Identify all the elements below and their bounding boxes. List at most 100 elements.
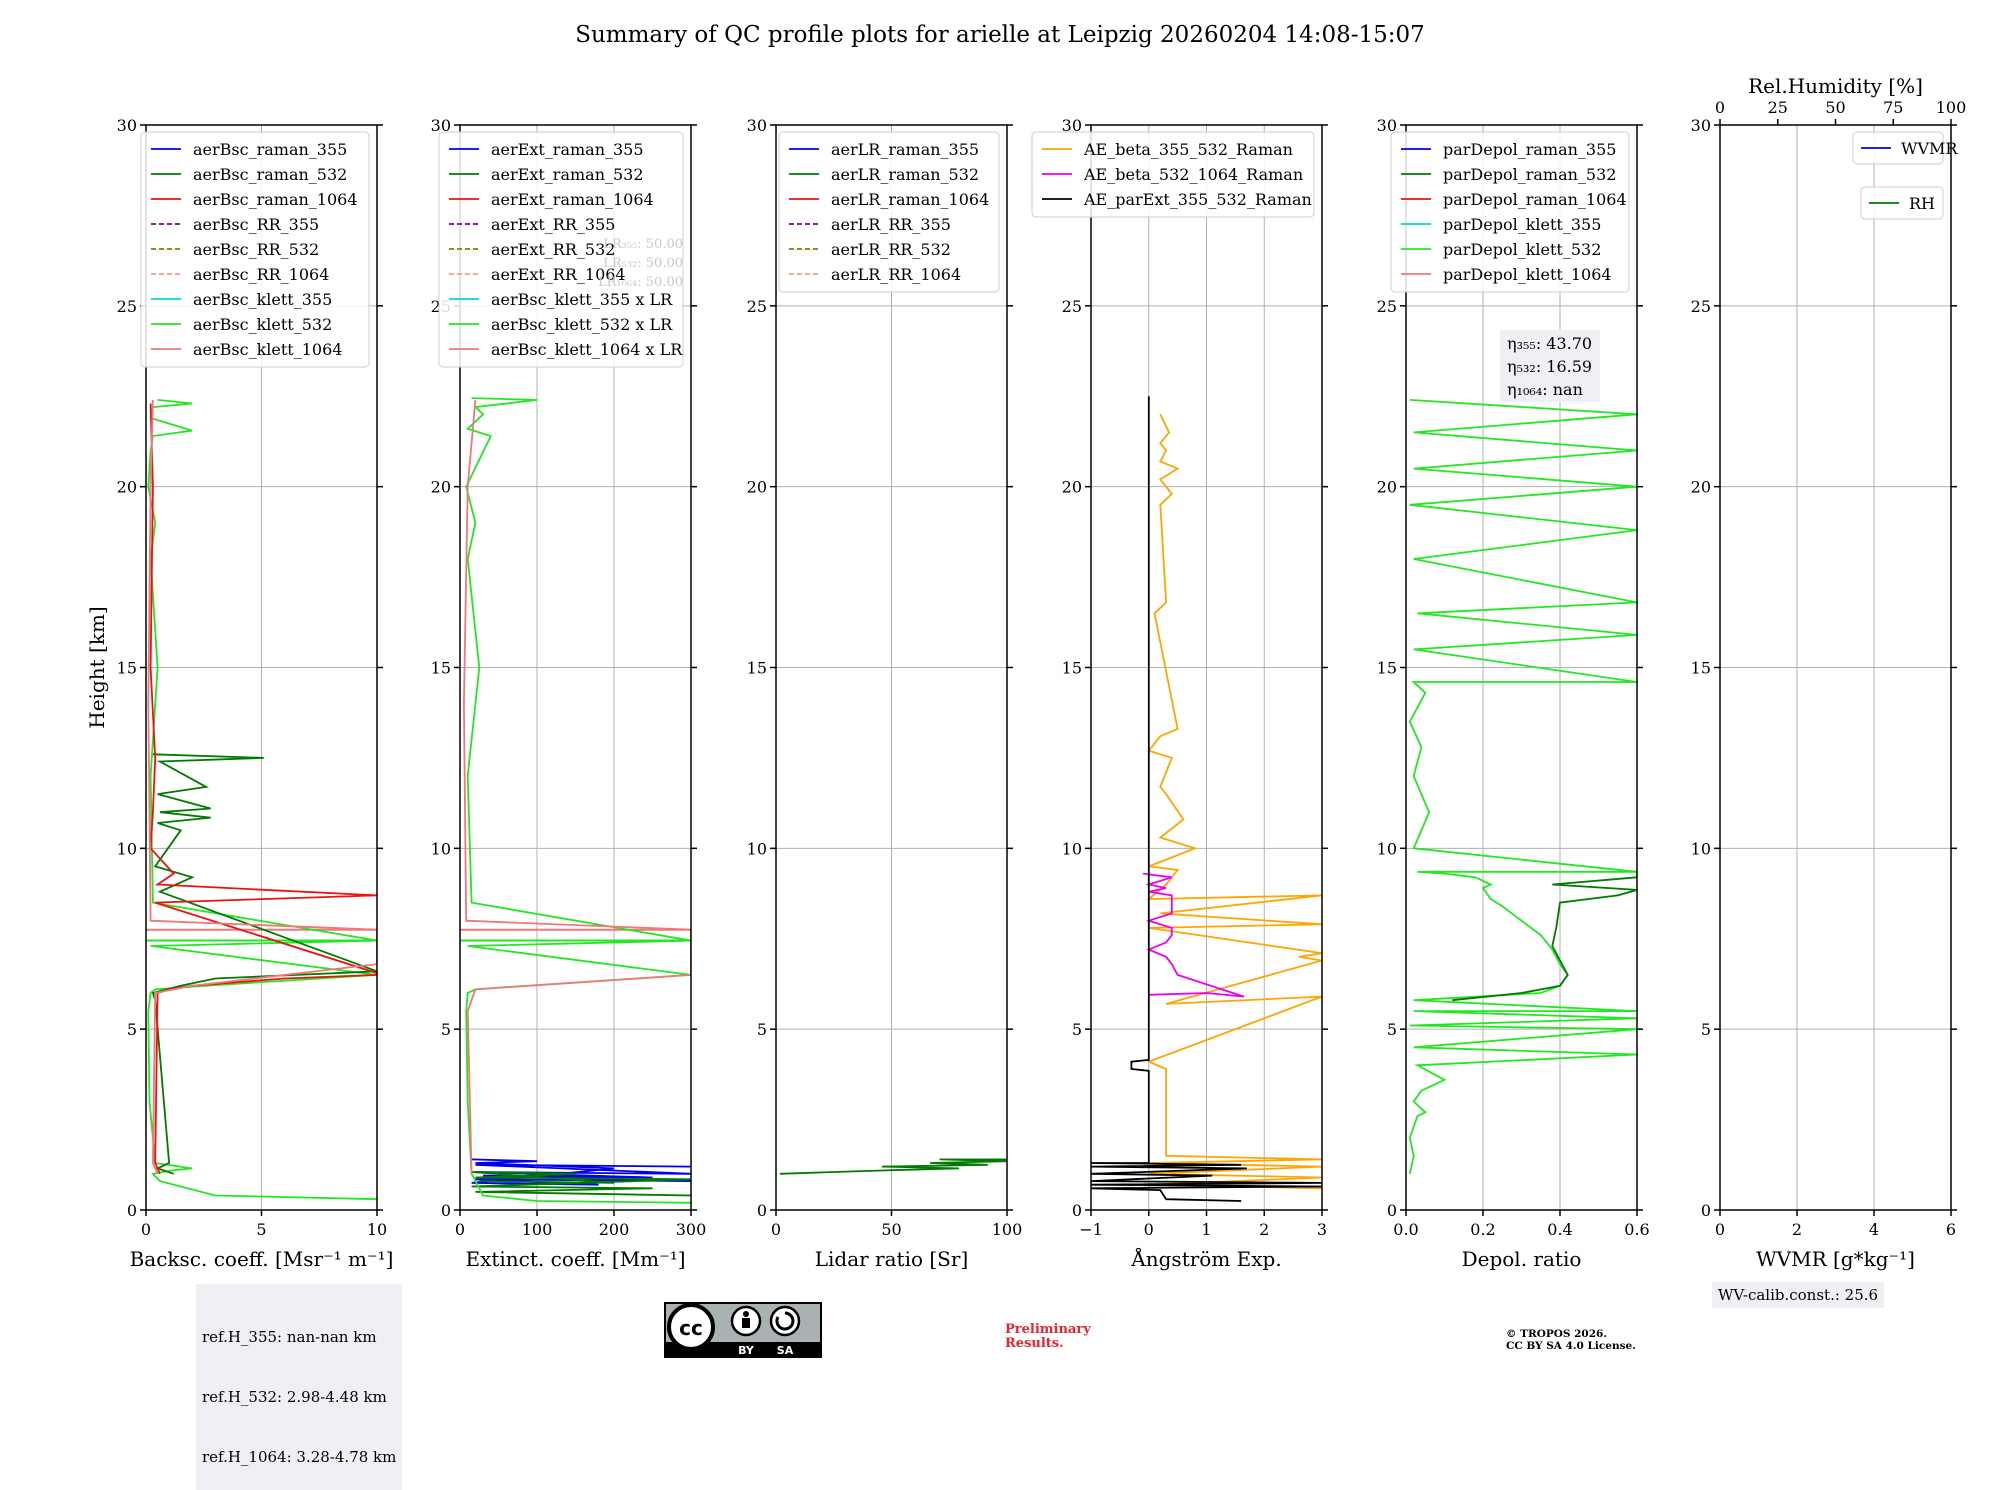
y-tick-label: 25 xyxy=(1062,297,1082,316)
x-axis-top-label: Rel.Humidity [%] xyxy=(1748,74,1923,98)
legend-label: AE_beta_355_532_Raman xyxy=(1083,140,1293,159)
legend-label: parDepol_raman_355 xyxy=(1443,140,1616,159)
y-tick-label: 20 xyxy=(747,478,767,497)
legend-label: aerExt_RR_1064 xyxy=(491,265,626,284)
y-tick-label: 30 xyxy=(747,116,767,135)
sa-icon xyxy=(769,1305,801,1337)
series-aerbsc-klett-532 xyxy=(147,399,377,1201)
panel-5: 0 5 10 15 20 25 30 0.0 0.2 0.4 0.6 Depol. ratio parD… xyxy=(1377,116,1650,1271)
data-area xyxy=(146,399,377,1201)
x-tick-label: 5 xyxy=(256,1220,266,1239)
series-aerlr-raman-532 xyxy=(779,1158,1007,1175)
y-tick-label: 20 xyxy=(1377,478,1397,497)
legend-label: aerLR_raman_1064 xyxy=(831,190,989,209)
x-tick-top-label: 25 xyxy=(1768,98,1788,117)
legend-label: aerExt_raman_355 xyxy=(491,140,644,159)
series-aerbsc-klett-532-x-lr xyxy=(465,397,691,1204)
y-tick-label: 15 xyxy=(747,659,767,678)
x-tick-label: 0.4 xyxy=(1547,1220,1572,1239)
y-tick-label: 20 xyxy=(1691,478,1711,497)
legend-label: parDepol_klett_532 xyxy=(1443,240,1601,259)
y-tick-label: 30 xyxy=(117,116,137,135)
legend-label: aerBsc_klett_1064 x LR xyxy=(491,340,683,359)
legend-label: aerBsc_raman_532 xyxy=(193,165,347,184)
series-aerbsc-raman-1064 xyxy=(149,403,377,1175)
cc-by-sa-badge: cc BY SA xyxy=(664,1302,822,1358)
x-tick-label: 0 xyxy=(455,1220,465,1239)
refh-532: ref.H_532: 2.98-4.48 km xyxy=(202,1388,387,1406)
x-tick-label: 100 xyxy=(522,1220,553,1239)
y-tick-label: 30 xyxy=(1062,116,1082,135)
lidar-ratio-annotation: LR₅₃₂: 50.00 xyxy=(603,256,683,271)
legend-label: aerBsc_klett_532 x LR xyxy=(491,315,673,334)
x-tick-label: 0.6 xyxy=(1624,1220,1649,1239)
x-tick-top-label: 50 xyxy=(1825,98,1845,117)
refh-1064: ref.H_1064: 3.28-4.78 km xyxy=(202,1448,397,1466)
x-axis-label: Depol. ratio xyxy=(1462,1247,1582,1271)
x-tick-label: 50 xyxy=(881,1220,901,1239)
x-tick-label: 0 xyxy=(771,1220,781,1239)
y-tick-label: 10 xyxy=(1691,839,1711,858)
y-tick-label: 10 xyxy=(117,839,137,858)
y-tick-label: 5 xyxy=(757,1020,767,1039)
by-label: BY xyxy=(738,1344,755,1357)
legend-label: aerBsc_RR_532 xyxy=(193,240,319,259)
y-tick-label: 25 xyxy=(1377,297,1397,316)
x-tick-label: 2 xyxy=(1792,1220,1802,1239)
y-tick-label: 0 xyxy=(1701,1201,1711,1220)
legend-label: aerBsc_klett_532 xyxy=(193,315,332,334)
refh-355: ref.H_355: nan-nan km xyxy=(202,1328,377,1346)
preliminary-results-note: Preliminary Results. xyxy=(1005,1322,1091,1351)
series-ae-beta-355-532-raman xyxy=(1146,413,1322,1190)
legend-label: AE_parExt_355_532_Raman xyxy=(1083,190,1312,209)
y-axis-label: Height [km] xyxy=(85,606,109,728)
y-tick-label: 20 xyxy=(117,478,137,497)
legend-label: aerExt_raman_1064 xyxy=(491,190,654,209)
eta-annotation: η₅₃₂: 16.59 xyxy=(1507,357,1592,376)
panel-1: 0 5 10 15 20 25 30 0 5 10 Backsc. coeff. [Msr⁻¹ m⁻… xyxy=(85,116,393,1271)
legend: aerBsc_raman_355 aerBsc_raman_532 aerBsc_r… xyxy=(140,131,370,368)
x-tick-label: 300 xyxy=(676,1220,707,1239)
panel-3: 0 5 10 15 20 25 30 0 50 100 Lidar ratio [Sr] aerLR_… xyxy=(747,116,1023,1271)
y-tick-label: 10 xyxy=(1377,839,1397,858)
y-tick-label: 0 xyxy=(441,1201,451,1220)
y-tick-label: 0 xyxy=(1072,1201,1082,1220)
y-tick-label: 15 xyxy=(117,659,137,678)
y-tick-label: 5 xyxy=(1072,1020,1082,1039)
y-tick-label: 10 xyxy=(747,839,767,858)
y-tick-label: 30 xyxy=(1377,116,1397,135)
legend-label: parDepol_raman_1064 xyxy=(1443,190,1627,209)
legend-label: aerBsc_klett_355 x LR xyxy=(491,290,673,309)
legend-label: RH xyxy=(1909,194,1935,213)
lidar-ratio-annotation: LR₁₀₆₄: 50.00 xyxy=(598,275,683,290)
legend-label: aerBsc_RR_355 xyxy=(193,215,319,234)
legend: AE_beta_355_532_Raman AE_beta_532_1064_Ra… xyxy=(1031,131,1315,218)
x-tick-label: 4 xyxy=(1869,1220,1879,1239)
legend-label: aerExt_raman_532 xyxy=(491,165,644,184)
x-axis-label: Ångström Exp. xyxy=(1130,1246,1281,1271)
y-tick-label: 5 xyxy=(127,1020,137,1039)
legend-label: parDepol_raman_532 xyxy=(1443,165,1616,184)
y-tick-label: 15 xyxy=(1691,659,1711,678)
x-axis-label: Lidar ratio [Sr] xyxy=(815,1247,969,1271)
legend-label: parDepol_klett_355 xyxy=(1443,215,1601,234)
series-pardepol-klett-532 xyxy=(1408,399,1637,1174)
wv-calibration-box: WV-calib.const.: 25.6 xyxy=(1712,1282,1885,1308)
panel-2: 0510152025300100200300Extinct. coeff. [M… xyxy=(431,116,707,1271)
series-aerbsc-raman-532 xyxy=(151,753,377,1175)
sa-label: SA xyxy=(777,1344,794,1357)
y-tick-label: 5 xyxy=(1701,1020,1711,1039)
y-tick-label: 20 xyxy=(431,478,451,497)
x-tick-label: 2 xyxy=(1259,1220,1269,1239)
legend-label: aerLR_RR_532 xyxy=(831,240,951,259)
y-tick-label: 0 xyxy=(127,1201,137,1220)
legend-box xyxy=(1031,131,1315,218)
x-tick-label: 0 xyxy=(1144,1220,1154,1239)
eta-annotation: η₃₅₅: 43.70 xyxy=(1507,334,1592,353)
y-tick-label: 30 xyxy=(431,116,451,135)
data-area xyxy=(1408,399,1637,1174)
legend-label: aerLR_raman_532 xyxy=(831,165,979,184)
y-tick-label: 25 xyxy=(747,297,767,316)
legend-label: aerBsc_RR_1064 xyxy=(193,265,329,284)
